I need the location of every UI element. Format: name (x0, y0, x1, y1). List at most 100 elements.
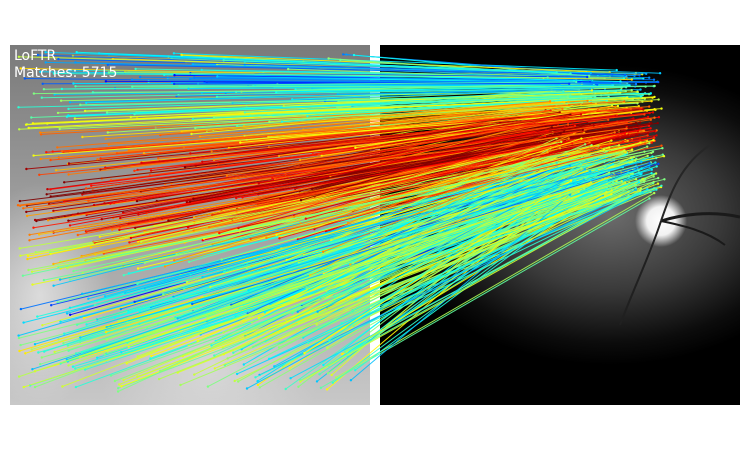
keypoint (85, 323, 88, 326)
keypoint (581, 128, 584, 132)
keypoint (133, 113, 136, 116)
match-line (80, 93, 650, 106)
keypoint (311, 153, 315, 156)
match-line (355, 163, 614, 300)
keypoint (21, 274, 25, 277)
keypoint (183, 166, 187, 169)
keypoint (653, 116, 656, 119)
keypoint (331, 381, 334, 384)
keypoint (275, 233, 278, 236)
keypoint (52, 209, 55, 213)
keypoint (615, 68, 618, 72)
keypoint (42, 88, 46, 91)
keypoint (587, 183, 590, 186)
keypoint (579, 163, 583, 166)
keypoint (27, 268, 30, 272)
keypoint (639, 173, 642, 176)
keypoint (119, 216, 122, 220)
keypoint (583, 168, 587, 171)
match-line (125, 162, 557, 294)
keypoint (42, 278, 46, 282)
keypoint (125, 362, 128, 365)
keypoint (19, 343, 22, 347)
keypoint (130, 78, 134, 81)
keypoint (109, 324, 113, 327)
keypoint (33, 218, 37, 222)
keypoint (17, 334, 20, 337)
match-line (173, 52, 617, 71)
keypoint (326, 346, 329, 349)
keypoint (640, 160, 643, 164)
keypoint (109, 374, 113, 377)
keypoint (548, 100, 552, 103)
keypoint (62, 181, 66, 184)
keypoint (216, 75, 219, 78)
keypoint (242, 363, 245, 366)
match-line (211, 180, 576, 346)
match-line (335, 192, 655, 378)
keypoint (133, 169, 136, 172)
keypoint (627, 190, 630, 194)
keypoint (651, 155, 654, 158)
keypoint (58, 278, 62, 281)
keypoint (17, 375, 21, 378)
keypoint (51, 150, 54, 153)
keypoint (129, 236, 133, 240)
keypoint (157, 377, 161, 381)
keypoint (655, 188, 658, 191)
keypoint (240, 90, 243, 93)
keypoint (595, 192, 598, 195)
keypoint (235, 372, 239, 376)
keypoint (650, 168, 653, 171)
keypoint (175, 253, 178, 256)
keypoint (207, 226, 211, 229)
keypoint (342, 53, 345, 56)
keypoint (610, 193, 613, 196)
keypoint (173, 259, 176, 262)
keypoint (139, 75, 142, 79)
keypoint (68, 278, 72, 281)
keypoint (625, 127, 628, 130)
match-line (61, 89, 632, 102)
keypoint (62, 342, 65, 345)
keypoint (76, 233, 80, 237)
keypoint (345, 53, 348, 56)
match-line (137, 184, 590, 357)
keypoint (303, 352, 306, 355)
keypoint (571, 142, 574, 145)
keypoint (333, 296, 336, 299)
keypoint (17, 55, 21, 58)
keypoint (275, 91, 278, 94)
match-line (313, 163, 550, 296)
keypoint (651, 111, 655, 114)
keypoint (557, 187, 561, 191)
match-line (108, 71, 548, 79)
keypoint (173, 82, 176, 86)
match-line (210, 159, 636, 288)
match-line (50, 143, 554, 255)
keypoint (631, 172, 634, 175)
keypoint (623, 73, 627, 77)
keypoint (182, 287, 186, 290)
keypoint (189, 152, 192, 155)
keypoint (31, 122, 35, 125)
keypoint (630, 78, 633, 81)
keypoint (39, 131, 42, 134)
keypoint (41, 82, 44, 86)
keypoint (636, 90, 639, 93)
keypoint (104, 80, 108, 83)
keypoint (39, 157, 42, 161)
match-line (85, 91, 638, 112)
keypoint (24, 123, 28, 126)
keypoint (107, 143, 110, 146)
keypoint (321, 250, 325, 253)
keypoint (172, 52, 176, 55)
match-line (60, 146, 599, 263)
match-line-group (16, 51, 666, 393)
match-line (88, 124, 569, 202)
keypoint (150, 354, 153, 358)
keypoint (256, 383, 260, 387)
match-line (244, 96, 596, 113)
keypoint (222, 331, 225, 334)
keypoint (648, 142, 651, 145)
